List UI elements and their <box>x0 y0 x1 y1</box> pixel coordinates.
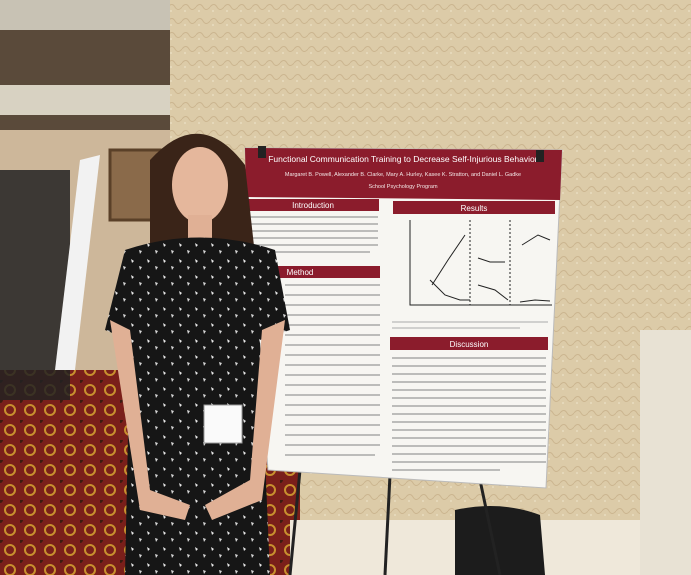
poster-header <box>245 148 562 200</box>
arm <box>205 320 285 520</box>
bag <box>455 506 545 575</box>
poster-title: Functional Communication Training to Dec… <box>268 154 542 164</box>
binder-clip <box>536 150 544 162</box>
easel-leg <box>383 474 392 575</box>
section-header <box>390 337 548 350</box>
poster-authors: Margaret B. Powell, Alexander B. Clarke,… <box>285 172 521 178</box>
easel-leg <box>288 469 302 575</box>
ceiling-molding <box>0 85 170 115</box>
face <box>172 147 228 223</box>
section-header <box>270 266 380 278</box>
section-title: Results <box>461 204 488 213</box>
easel-leg <box>478 479 502 575</box>
body-text <box>250 216 546 471</box>
section-title: Method <box>287 268 314 277</box>
section-header <box>393 201 555 214</box>
poster-graph <box>409 220 552 306</box>
side-poster-board <box>55 155 100 370</box>
binder-clip <box>258 146 266 158</box>
wall-panel <box>640 330 691 575</box>
poster: Functional Communication Training to Dec… <box>244 146 563 489</box>
arm <box>110 320 190 520</box>
person <box>105 133 290 575</box>
section-title: Discussion <box>450 340 489 349</box>
section-title: Introduction <box>292 201 334 210</box>
poster-program: School Psychology Program <box>368 184 438 190</box>
ceiling-light-panel <box>0 0 170 30</box>
name-badge <box>203 404 243 444</box>
section-header <box>247 199 379 211</box>
